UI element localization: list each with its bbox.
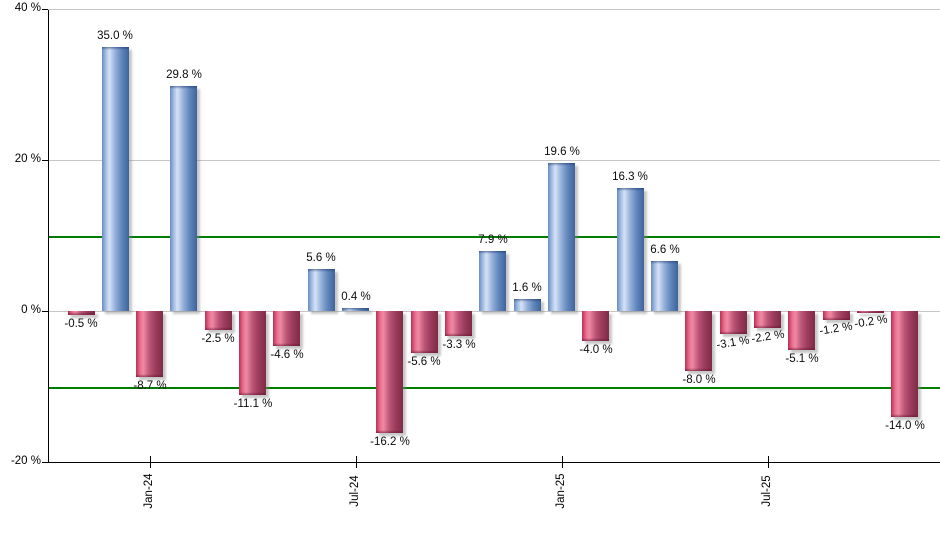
bar (308, 269, 335, 311)
bar-value-label: -16.2 % (370, 436, 410, 448)
bar-value-label: -8.7 % (133, 380, 167, 392)
x-tick-mark (356, 456, 357, 468)
bar-value-label: -2.5 % (201, 333, 235, 345)
reference-line (48, 236, 940, 238)
bar (376, 311, 403, 433)
x-axis-tick-label: Jul-25 (761, 475, 773, 507)
bar-value-label: 6.6 % (650, 244, 680, 256)
bar-value-label: 29.8 % (166, 69, 202, 81)
bar (788, 311, 815, 350)
gridline (48, 311, 940, 312)
bar-value-label: -14.0 % (885, 420, 925, 432)
bar-value-label: 16.3 % (612, 171, 648, 183)
y-tick-mark (42, 462, 48, 463)
y-axis-tick-label: 40 % (14, 2, 41, 14)
x-tick-mark (150, 456, 151, 468)
bar (136, 311, 163, 377)
bar (445, 311, 472, 336)
x-tick-mark (562, 456, 563, 468)
bar (891, 311, 918, 417)
bar (582, 311, 609, 341)
bar (205, 311, 232, 330)
bar (617, 188, 644, 311)
bar (170, 86, 197, 311)
bar (102, 47, 129, 311)
bar-value-label: -4.0 % (579, 344, 613, 356)
bar (342, 308, 369, 311)
x-axis-line (48, 462, 940, 463)
bar (273, 311, 300, 346)
bar (685, 311, 712, 371)
bar (68, 311, 95, 315)
bar-value-label: -3.3 % (442, 339, 476, 351)
bar-value-label: 7.9 % (478, 234, 508, 246)
bar (720, 311, 747, 334)
bar-value-label: -4.6 % (270, 349, 304, 361)
bar (514, 299, 541, 311)
bar-value-label: 19.6 % (544, 146, 580, 158)
reference-line (48, 387, 940, 389)
bar-value-label: 0.4 % (341, 291, 371, 303)
y-axis-tick-label: 20 % (14, 153, 41, 165)
bar (479, 251, 506, 311)
bar-value-label: 35.0 % (97, 30, 133, 42)
bar (857, 311, 884, 313)
x-tick-mark (768, 456, 769, 468)
x-axis-tick-label: Jan-25 (555, 473, 567, 509)
x-axis-tick-label: Jan-24 (143, 473, 155, 509)
gridline (48, 160, 940, 161)
bar-value-label: 1.6 % (512, 282, 542, 294)
y-tick-mark (42, 9, 48, 10)
x-axis-tick-label: Jul-24 (349, 475, 361, 507)
y-tick-mark (42, 160, 48, 161)
y-axis-line (48, 10, 49, 463)
bar (239, 311, 266, 395)
bar-value-label: -8.0 % (682, 374, 716, 386)
y-axis-tick-label: -20 % (10, 455, 41, 467)
bar-value-label: -0.5 % (64, 318, 98, 330)
bar-value-label: -11.1 % (233, 398, 273, 410)
bar (548, 163, 575, 311)
bar (651, 261, 678, 311)
bar (754, 311, 781, 328)
bar (823, 311, 850, 320)
y-axis-tick-label: 0 % (21, 304, 41, 316)
bar-value-label: 5.6 % (306, 252, 336, 264)
bar (411, 311, 438, 353)
gridline (48, 9, 940, 10)
bar-value-label: -5.6 % (407, 356, 441, 368)
y-tick-mark (42, 311, 48, 312)
bar-value-label: -5.1 % (785, 353, 819, 365)
